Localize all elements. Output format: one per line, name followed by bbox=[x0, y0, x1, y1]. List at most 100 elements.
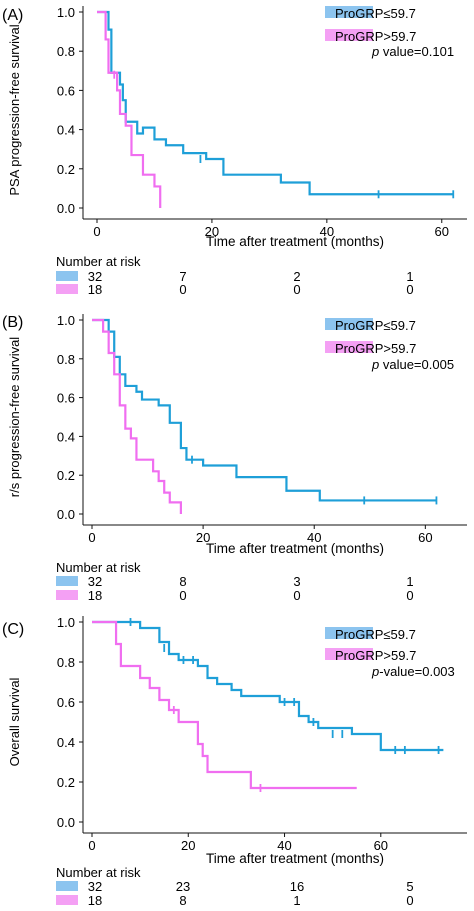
risk-count-high: 18 bbox=[88, 893, 102, 908]
risk-count-high: 18 bbox=[88, 588, 102, 603]
risk-count-high: 1 bbox=[293, 893, 300, 908]
p-symbol: p bbox=[371, 44, 379, 59]
x-tick-label: 60 bbox=[435, 224, 449, 239]
risk-count-low: 2 bbox=[293, 269, 300, 284]
x-tick-label: 0 bbox=[88, 530, 95, 545]
y-tick-label: 1.0 bbox=[57, 5, 75, 20]
series-line-high bbox=[97, 10, 162, 208]
risk-count-high: 8 bbox=[179, 893, 186, 908]
y-tick-label: 0.8 bbox=[57, 655, 75, 670]
series-line-low bbox=[92, 318, 437, 502]
x-tick-label: 0 bbox=[88, 838, 95, 853]
series-line-low bbox=[97, 10, 454, 196]
legend-swatch-low bbox=[325, 318, 373, 330]
x-axis-title: Time after treatment (months) bbox=[206, 851, 384, 866]
p-value-text: p-value=0.003 bbox=[371, 664, 455, 679]
y-tick-label: 0.6 bbox=[57, 391, 75, 406]
x-tick-label: 40 bbox=[277, 838, 291, 853]
legend-label: ProGRP≤59.7 bbox=[335, 627, 416, 642]
risk-count-high: 0 bbox=[293, 588, 300, 603]
legend-label: ProGRP>59.7 bbox=[335, 341, 416, 356]
risk-swatch-low bbox=[56, 881, 78, 891]
y-tick-label: 0.4 bbox=[57, 735, 75, 750]
risk-swatch-low bbox=[56, 576, 78, 586]
risk-count-low: 32 bbox=[88, 879, 102, 894]
x-tick-label: 20 bbox=[181, 838, 195, 853]
x-tick-label: 60 bbox=[374, 838, 388, 853]
risk-count-low: 32 bbox=[88, 269, 102, 284]
x-tick-label: 20 bbox=[205, 224, 219, 239]
risk-table-title: Number at risk bbox=[56, 865, 141, 880]
y-tick-label: 0.0 bbox=[57, 815, 75, 830]
series-line-low bbox=[92, 620, 444, 752]
legend-label: ProGRP>59.7 bbox=[335, 29, 416, 44]
risk-count-high: 18 bbox=[88, 282, 102, 297]
legend-swatch-high bbox=[325, 648, 373, 660]
risk-count-high: 0 bbox=[293, 282, 300, 297]
risk-count-low: 1 bbox=[406, 269, 413, 284]
y-tick-label: 0.2 bbox=[57, 162, 75, 177]
y-tick-label: 0.8 bbox=[57, 44, 75, 59]
y-tick-label: 0.0 bbox=[57, 507, 75, 522]
legend-swatch-low bbox=[325, 627, 373, 639]
series-line-high bbox=[92, 318, 182, 514]
risk-count-high: 0 bbox=[179, 282, 186, 297]
risk-count-low: 7 bbox=[179, 269, 186, 284]
risk-count-low: 1 bbox=[406, 574, 413, 589]
legend-label: ProGRP≤59.7 bbox=[335, 318, 416, 333]
risk-count-high: 0 bbox=[406, 893, 413, 908]
risk-count-high: 0 bbox=[179, 588, 186, 603]
legend-swatch-high bbox=[325, 29, 373, 41]
risk-count-low: 23 bbox=[176, 879, 190, 894]
risk-swatch-high bbox=[56, 590, 78, 600]
risk-count-high: 0 bbox=[406, 282, 413, 297]
y-tick-label: 0.6 bbox=[57, 695, 75, 710]
x-tick-label: 40 bbox=[320, 224, 334, 239]
risk-table-title: Number at risk bbox=[56, 560, 141, 575]
p-symbol: p bbox=[371, 664, 379, 679]
x-axis-title: Time after treatment (months) bbox=[206, 541, 384, 556]
x-axis-title: Time after treatment (months) bbox=[206, 234, 384, 249]
panel-label: (C) bbox=[2, 621, 24, 638]
p-symbol: p bbox=[371, 357, 379, 372]
risk-count-low: 32 bbox=[88, 574, 102, 589]
y-axis-title: PSA progression-free survival bbox=[7, 24, 22, 195]
y-tick-label: 1.0 bbox=[57, 313, 75, 328]
risk-count-low: 3 bbox=[293, 574, 300, 589]
risk-table-title: Number at risk bbox=[56, 254, 141, 269]
panel-label: (A) bbox=[2, 7, 23, 24]
y-axis-title: r/s progression-free survival bbox=[7, 337, 22, 497]
risk-swatch-low bbox=[56, 271, 78, 281]
legend-swatch-high bbox=[325, 341, 373, 353]
y-tick-label: 0.4 bbox=[57, 429, 75, 444]
p-value-text: p value=0.101 bbox=[371, 44, 454, 59]
y-tick-label: 0.0 bbox=[57, 201, 75, 216]
p-value: value=0.005 bbox=[379, 357, 454, 372]
y-tick-label: 1.0 bbox=[57, 615, 75, 630]
y-tick-label: 0.2 bbox=[57, 775, 75, 790]
legend-label: ProGRP≤59.7 bbox=[335, 6, 416, 21]
risk-swatch-high bbox=[56, 895, 78, 905]
risk-count-high: 0 bbox=[406, 588, 413, 603]
y-tick-label: 0.6 bbox=[57, 83, 75, 98]
risk-count-low: 8 bbox=[179, 574, 186, 589]
y-tick-label: 0.2 bbox=[57, 468, 75, 483]
risk-count-low: 5 bbox=[406, 879, 413, 894]
y-tick-label: 0.4 bbox=[57, 123, 75, 138]
risk-swatch-high bbox=[56, 284, 78, 294]
risk-count-low: 16 bbox=[290, 879, 304, 894]
x-tick-label: 0 bbox=[93, 224, 100, 239]
x-tick-label: 20 bbox=[196, 530, 210, 545]
p-value-text: p value=0.005 bbox=[371, 357, 454, 372]
legend-swatch-low bbox=[325, 6, 373, 18]
x-tick-label: 40 bbox=[307, 530, 321, 545]
panel-b: (B) 0.0 0.2 0.4 0.6 0.8 1.0 0 20 40 60 Time after t… bbox=[2, 313, 467, 603]
p-value: value=0.101 bbox=[379, 44, 454, 59]
series-line-high bbox=[92, 620, 357, 790]
legend-label: ProGRP>59.7 bbox=[335, 648, 416, 663]
x-tick-label: 60 bbox=[418, 530, 432, 545]
p-value: -value=0.003 bbox=[379, 664, 455, 679]
